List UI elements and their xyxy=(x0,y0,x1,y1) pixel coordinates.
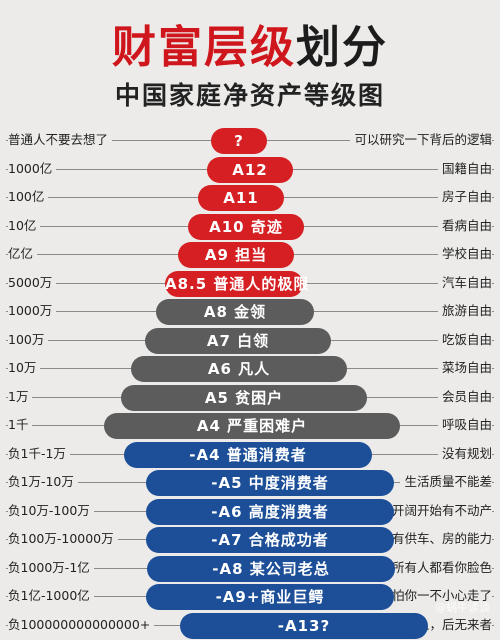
net-worth-label: 负1000万-1亿 xyxy=(8,557,94,578)
net-worth-label: 负1万-10万 xyxy=(8,472,78,492)
level-pill: ? xyxy=(211,128,267,154)
watermark: @蜗牛读谈 xyxy=(435,601,490,614)
net-worth-label: 负1亿-1000亿 xyxy=(8,586,94,606)
level-pill: -A13? xyxy=(180,612,428,639)
net-worth-label: 10亿 xyxy=(8,215,41,236)
level-row: 负1000万-1亿 生活惬意，所有人都看你脸色 -A8 某公司老总 xyxy=(0,555,500,583)
freedom-label: 菜场自由 xyxy=(437,358,492,378)
level-row: 100亿 房子自由 A11 xyxy=(0,184,500,212)
level-pill: A12 xyxy=(207,156,293,183)
level-row: 1000万 旅游自由 A8 金领 xyxy=(0,298,500,326)
freedom-label: 房子自由 xyxy=(437,187,492,207)
level-pill: A10 奇迹 xyxy=(188,213,304,240)
level-row: 负100万-10000万 有供车、房的能力 -A7 合格成功者 xyxy=(0,526,500,554)
freedom-label: 眼界开阔开始有不动产 xyxy=(362,500,492,521)
level-row: 1万 会员自由 A5 贫困户 xyxy=(0,384,500,412)
level-row: 负10万-100万 眼界开阔开始有不动产 -A6 高度消费者 xyxy=(0,498,500,526)
net-worth-label: 普通人不要去想了 xyxy=(8,130,113,150)
freedom-label: 生活质量不能差 xyxy=(400,472,492,492)
level-row: 1千 呼吸自由 A4 严重困难户 xyxy=(0,412,500,440)
freedom-label: 呼吸自由 xyxy=(437,415,492,435)
freedom-label: 汽车自由 xyxy=(437,272,492,293)
freedom-label: 吃饭自由 xyxy=(437,329,492,350)
net-worth-label: 亿亿 xyxy=(8,244,38,264)
level-pill: A11 xyxy=(198,185,284,211)
level-row: 5000万 汽车自由 A8.5 普通人的极限 xyxy=(0,270,500,298)
net-worth-label: 负10万-100万 xyxy=(8,500,94,521)
freedom-label: 国籍自由 xyxy=(437,158,492,179)
net-worth-label: 负1千-1万 xyxy=(8,443,70,464)
level-pill: A6 凡人 xyxy=(131,356,347,382)
page-subtitle: 中国家庭净资产等级图 xyxy=(114,81,385,110)
freedom-label: 没有规划 xyxy=(437,443,492,464)
level-pill: -A5 中度消费者 xyxy=(146,470,394,496)
level-row: 10万 菜场自由 A6 凡人 xyxy=(0,355,500,383)
level-pill: A7 白领 xyxy=(145,327,331,354)
net-worth-label: 负100000000000000+ xyxy=(8,614,155,635)
level-row: 1000亿 国籍自由 A12 xyxy=(0,156,500,184)
net-worth-label: 负100万-10000万 xyxy=(8,529,118,549)
freedom-label: 有供车、房的能力 xyxy=(387,529,492,549)
level-row: 亿亿 学校自由 A9 担当 xyxy=(0,241,500,269)
freedom-label: 会员自由 xyxy=(437,386,492,407)
level-pill: -A9+商业巨鳄 xyxy=(146,584,394,610)
level-pill: -A8 某公司老总 xyxy=(147,555,395,582)
net-worth-label: 10万 xyxy=(8,358,41,378)
net-worth-label: 1000亿 xyxy=(8,158,57,179)
net-worth-label: 1000万 xyxy=(8,301,57,321)
level-row: 10亿 看病自由 A10 奇迹 xyxy=(0,213,500,241)
level-row: 100万 吃饭自由 A7 白领 xyxy=(0,327,500,355)
freedom-label: 看病自由 xyxy=(437,215,492,236)
level-pill: -A7 合格成功者 xyxy=(146,527,394,553)
level-pill: -A6 高度消费者 xyxy=(146,498,394,525)
level-row: 负1万-10万 生活质量不能差 -A5 中度消费者 xyxy=(0,469,500,497)
level-row: 负1亿-1000亿 银行都怕你，怕你一不小心走了 -A9+商业巨鳄 xyxy=(0,583,500,611)
level-pill: A5 贫困户 xyxy=(121,384,367,411)
net-worth-label: 1千 xyxy=(8,415,33,435)
level-row: 负1千-1万 没有规划 -A4 普通消费者 xyxy=(0,441,500,469)
title-red: 财富层级 xyxy=(112,22,296,73)
level-row: 负100000000000000+ 前无古人，后无来者 -A13? xyxy=(0,612,500,640)
page-title: 财富层级划分 xyxy=(0,20,500,76)
net-worth-label: 5000万 xyxy=(8,272,57,293)
net-worth-label: 100亿 xyxy=(8,187,49,207)
net-worth-label: 100万 xyxy=(8,329,49,350)
freedom-label: 可以研究一下背后的逻辑 xyxy=(350,130,492,150)
freedom-label: 学校自由 xyxy=(437,244,492,264)
level-row: 普通人不要去想了 可以研究一下背后的逻辑? xyxy=(0,127,500,155)
freedom-label: 旅游自由 xyxy=(437,301,492,321)
level-pill: A9 担当 xyxy=(178,242,294,268)
level-pill: A4 严重困难户 xyxy=(104,413,400,439)
level-pill: A8.5 普通人的极限 xyxy=(165,270,308,297)
level-pill: -A4 普通消费者 xyxy=(124,441,372,468)
title-dark: 划分 xyxy=(296,22,388,73)
net-worth-label: 1万 xyxy=(8,386,33,407)
level-pill: A8 金领 xyxy=(156,299,314,325)
